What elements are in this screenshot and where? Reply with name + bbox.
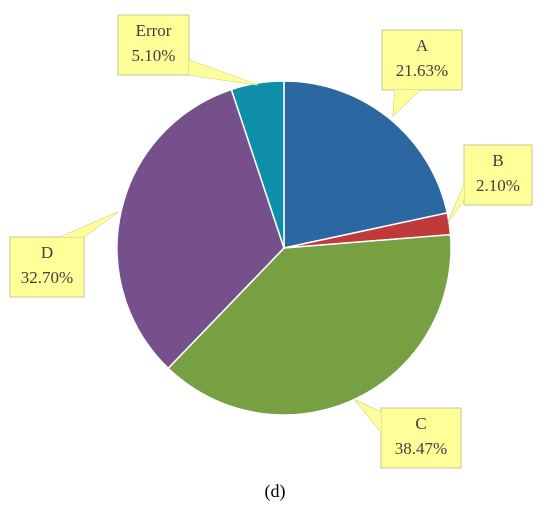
callout-joint bbox=[60, 212, 118, 237]
callout-joint bbox=[355, 400, 381, 432]
callout-joint bbox=[393, 90, 420, 116]
callout-joint bbox=[189, 60, 258, 85]
callout-box bbox=[463, 144, 533, 206]
slice-value-label: 32.70% bbox=[21, 268, 73, 287]
callout-joint bbox=[448, 185, 464, 222]
callout-box bbox=[381, 29, 463, 91]
callout-box bbox=[117, 14, 190, 76]
slice-value-label: 2.10% bbox=[476, 176, 520, 195]
slice-label: C bbox=[415, 414, 426, 433]
chart-caption: (d) bbox=[265, 481, 286, 502]
slice-label: Error bbox=[136, 21, 172, 40]
slice-value-label: 5.10% bbox=[132, 46, 176, 65]
slice-value-label: 38.47% bbox=[395, 439, 447, 458]
slice-label: D bbox=[41, 243, 53, 262]
slice-label: B bbox=[492, 151, 503, 170]
slice-value-label: 21.63% bbox=[396, 61, 448, 80]
pie-slice bbox=[283, 80, 449, 249]
slice-label: A bbox=[416, 36, 429, 55]
pie-slice bbox=[230, 80, 285, 249]
callout-box bbox=[9, 236, 85, 298]
pie-slice bbox=[167, 233, 452, 416]
pie-slice bbox=[116, 88, 285, 370]
callout-box bbox=[380, 407, 462, 469]
